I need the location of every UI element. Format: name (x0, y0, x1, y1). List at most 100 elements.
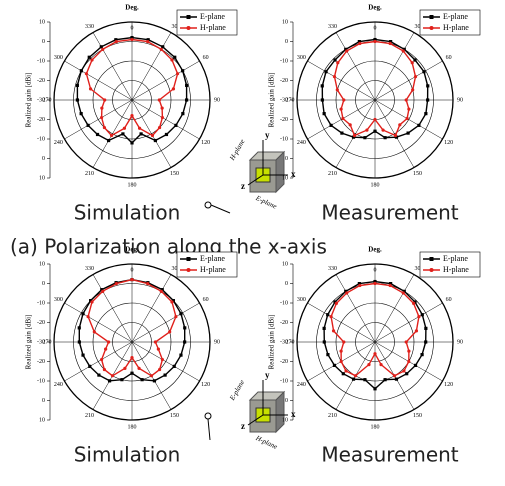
marker (100, 358, 103, 361)
marker (407, 107, 410, 110)
theta-tick-label: 210 (328, 413, 337, 419)
feed-line (208, 419, 210, 440)
marker (342, 372, 345, 375)
legend-label: E-plane (200, 254, 225, 263)
marker (373, 130, 376, 133)
marker (90, 58, 93, 61)
marker (339, 349, 342, 352)
marker (86, 124, 89, 127)
marker (172, 87, 175, 90)
marker (398, 123, 401, 126)
marker (138, 127, 141, 130)
theta-tick-label: 180 (371, 182, 380, 188)
r-tick-label: 10 (39, 417, 45, 423)
axis-label: z (241, 421, 245, 431)
theta-tick-label: 300 (54, 55, 63, 61)
theta-tick-label: 180 (128, 182, 137, 188)
marker (173, 56, 176, 59)
theta-tick-label: 120 (201, 140, 210, 146)
theta-tick-label: 0 (131, 267, 134, 273)
legend-marker (187, 26, 191, 30)
theta-axis-label: Deg. (125, 4, 139, 12)
marker (411, 88, 414, 91)
marker (93, 330, 96, 333)
r-tick-label: 0 (285, 39, 288, 45)
r-tick-label: 0 (42, 39, 45, 45)
chart-caption: Simulation (74, 443, 181, 467)
theta-tick-label: 0 (374, 267, 377, 273)
r-tick-label: -10 (37, 300, 45, 306)
marker (160, 290, 163, 293)
marker (373, 282, 376, 285)
r-tick-label: 0 (285, 281, 288, 287)
polar-chart: 101000-10-10-20-20-30Realized gain [dBi]… (25, 246, 237, 431)
theta-axis-label: Deg. (368, 4, 382, 12)
theta-tick-label: 60 (203, 297, 209, 303)
marker (329, 315, 332, 318)
marker (335, 302, 338, 305)
marker (342, 98, 345, 101)
marker (123, 127, 126, 130)
marker (130, 372, 133, 375)
theta-tick-label: 30 (415, 266, 421, 272)
marker (383, 136, 386, 139)
legend-label: E-plane (443, 12, 468, 21)
theta-tick-label: 180 (128, 424, 137, 430)
marker (146, 40, 149, 43)
axis-label: x (291, 409, 296, 419)
marker (339, 107, 342, 110)
marker (123, 367, 126, 370)
marker (173, 365, 176, 368)
theta-tick-label: 270 (286, 339, 295, 345)
r-tick-label: -20 (280, 359, 288, 365)
marker (97, 373, 100, 376)
marker (389, 42, 392, 45)
plane-label: H-plane (228, 138, 247, 163)
marker (323, 327, 326, 330)
r-axis-label: Realized gain [dBi] (25, 315, 33, 370)
theta-tick-label: 150 (413, 171, 422, 177)
r-tick-label: 10 (282, 175, 288, 181)
marker (185, 84, 188, 87)
marker (85, 72, 88, 75)
marker (76, 84, 79, 87)
marker (104, 347, 107, 350)
marker (395, 378, 398, 381)
r-tick-label: -20 (37, 117, 45, 123)
legend-marker (430, 257, 434, 261)
marker (115, 40, 118, 43)
marker (81, 312, 84, 315)
theta-tick-label: 240 (297, 382, 306, 388)
theta-tick-label: 0 (374, 25, 377, 31)
marker (373, 352, 376, 355)
marker (363, 136, 366, 139)
theta-tick-label: 270 (286, 97, 295, 103)
chart-caption: Measurement (321, 443, 458, 467)
r-tick-label: -10 (280, 378, 288, 384)
marker (139, 132, 142, 135)
marker (161, 116, 164, 119)
marker (345, 291, 348, 294)
marker (358, 284, 361, 287)
marker (407, 349, 410, 352)
marker (158, 368, 161, 371)
legend-marker (187, 257, 191, 261)
r-tick-label: 10 (39, 19, 45, 25)
marker (333, 364, 336, 367)
marker (421, 313, 424, 316)
marker (76, 98, 79, 101)
axis-label: y (265, 370, 270, 380)
marker (100, 116, 103, 119)
marker (154, 139, 157, 142)
marker (101, 48, 104, 51)
spoke (307, 303, 375, 342)
marker (414, 75, 417, 78)
marker (130, 278, 133, 281)
theta-tick-label: 240 (297, 140, 306, 146)
marker (326, 353, 329, 356)
theta-tick-label: 120 (444, 382, 453, 388)
marker (413, 58, 416, 61)
r-tick-label: -20 (280, 117, 288, 123)
figure: (a) Polarization along the x-axis y x z … (0, 0, 505, 486)
r-tick-label: -20 (280, 78, 288, 84)
